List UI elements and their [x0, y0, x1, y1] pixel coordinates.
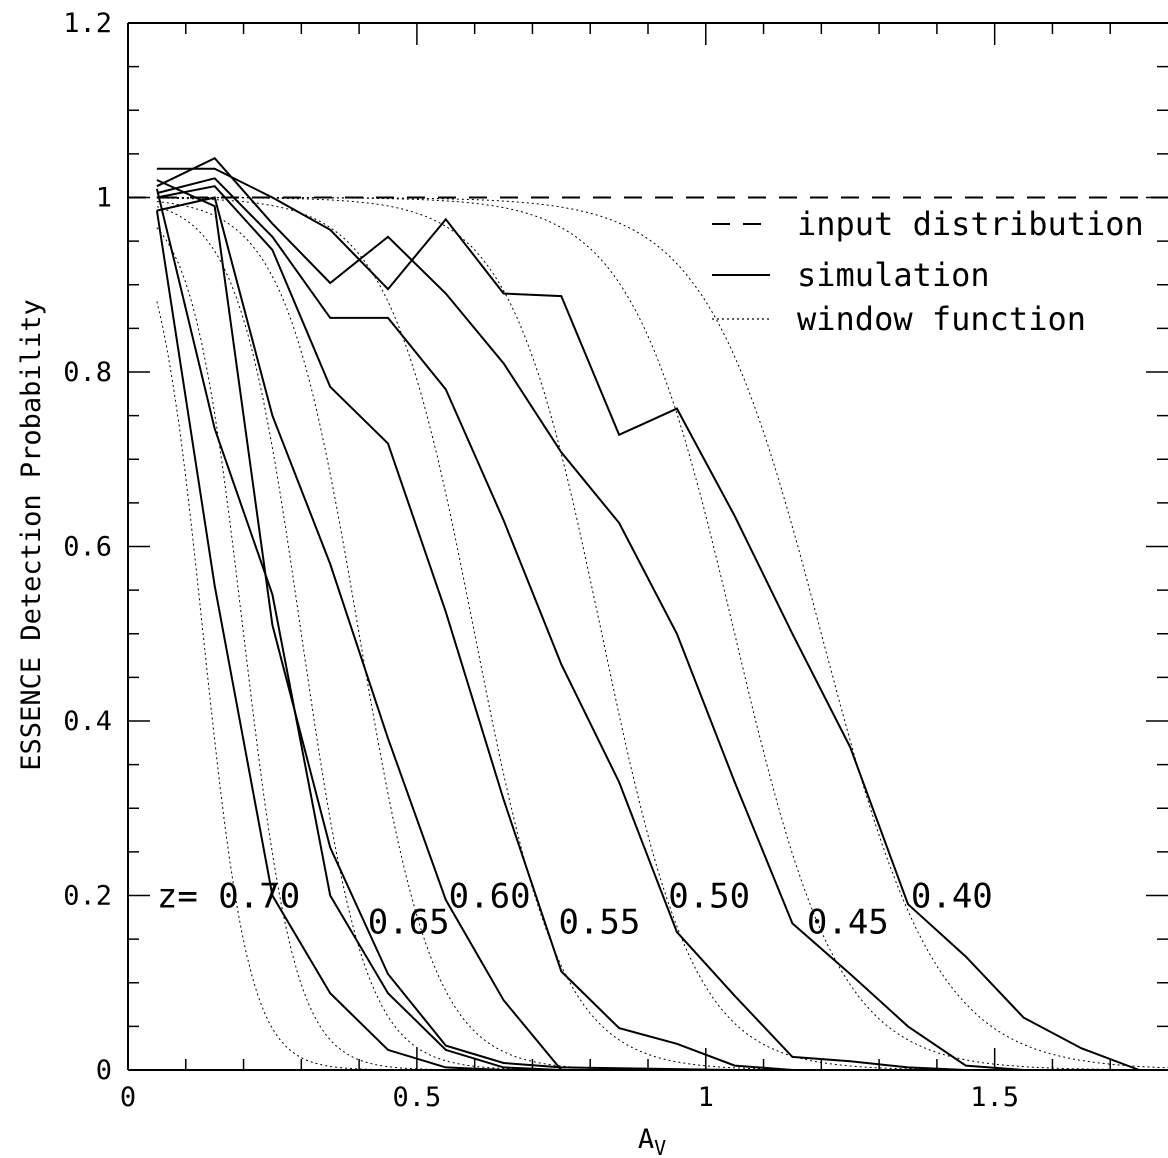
x-axis-title-subscript: V: [654, 1136, 666, 1158]
curve-label: 0.40: [911, 877, 993, 917]
curve-label: z= 0.70: [157, 877, 300, 917]
x-axis-title: AV: [638, 1124, 666, 1158]
y-tick-label: 0.2: [63, 881, 112, 912]
window-function-z0.70: [156, 227, 1168, 1071]
window-function-z0.40: [156, 197, 1168, 1069]
y-tick-label: 1: [96, 183, 112, 214]
axes: 0 0.5 1 1.5 0 0.2 0.4 0.6 0.8 1 1.2: [63, 8, 1168, 1113]
simulation-line-z0.40: [156, 167, 1140, 1071]
plot-area: [128, 156, 1168, 1071]
curve-labels: z= 0.70 0.650.60 0.55 0.50 0.45 0.40: [157, 877, 993, 943]
y-tick-label: 0: [96, 1055, 112, 1086]
curve-label: 0.50: [668, 877, 750, 917]
x-tick-label: 1.5: [970, 1082, 1019, 1113]
legend: input distribution simulation window funct…: [712, 205, 1144, 338]
y-tick-label: 1.2: [63, 8, 112, 39]
x-axis-title-main: A: [638, 1124, 654, 1155]
curve-label: 0.45: [807, 903, 889, 943]
x-tick-label: 1: [698, 1082, 714, 1113]
y-axis-title: ESSENCE Detection Probability: [16, 299, 47, 770]
legend-label-dashed: input distribution: [797, 205, 1144, 243]
legend-label-dotted: window function: [797, 300, 1086, 338]
y-tick-label: 0.6: [63, 532, 112, 563]
curve-label: 0.60: [449, 877, 531, 917]
curve-label: 0.55: [558, 903, 640, 943]
y-tick-label: 0.4: [63, 706, 112, 737]
x-tick-label: 0: [120, 1082, 136, 1113]
curve-label: 0.65: [368, 903, 450, 943]
simulation-line-z0.70b: [155, 210, 1140, 1071]
simulation-line-z0.45: [156, 156, 1140, 1071]
y-tick-label: 0.8: [63, 357, 112, 388]
x-tick-label: 0.5: [392, 1082, 441, 1113]
legend-label-solid: simulation: [797, 256, 990, 294]
window-function-z0.70b: [156, 301, 1168, 1071]
